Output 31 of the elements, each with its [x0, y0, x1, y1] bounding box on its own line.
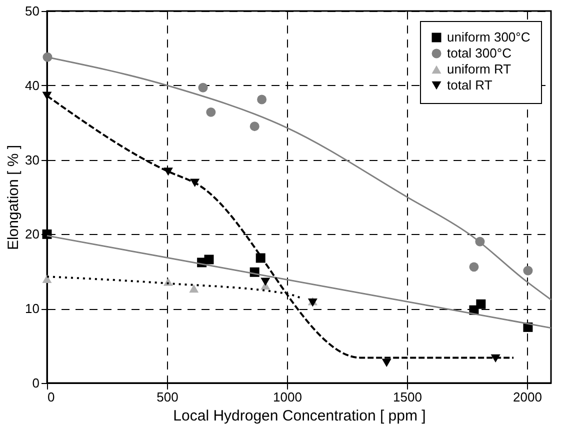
y-axis-title: Elongation [ % ] — [5, 144, 22, 250]
point — [189, 284, 199, 293]
point — [469, 262, 479, 272]
point — [163, 278, 173, 286]
x-tick-label: 1000 — [273, 390, 302, 404]
legend-label: total 300°C — [447, 46, 512, 60]
y-tick-label: 40 — [25, 78, 40, 93]
point — [260, 278, 270, 286]
x-tick-label: 1500 — [393, 390, 422, 404]
x-tick-label: 2000 — [513, 390, 542, 404]
x-tick-label: 0 — [48, 390, 55, 404]
point — [250, 122, 260, 132]
point — [42, 274, 52, 283]
point — [42, 92, 52, 100]
point — [523, 266, 533, 276]
x-axis-title: Local Hydrogen Concentration [ ppm ] — [173, 408, 426, 424]
point — [204, 254, 214, 264]
y-tick-label: 0 — [32, 376, 40, 390]
y-tick-label: 30 — [25, 152, 40, 168]
legend-label: total RT — [447, 78, 492, 92]
point — [206, 107, 216, 117]
point — [257, 94, 267, 104]
point — [382, 358, 392, 368]
legend-label: uniform 300°C — [447, 30, 530, 44]
y-tick-label: 10 — [25, 301, 40, 316]
legend-label: uniform RT — [447, 62, 512, 76]
x-tick-label: 500 — [156, 390, 178, 404]
y-tick-label: 50 — [25, 4, 40, 18]
point — [476, 299, 486, 309]
point — [198, 82, 208, 92]
y-tick-label: 20 — [25, 226, 40, 242]
